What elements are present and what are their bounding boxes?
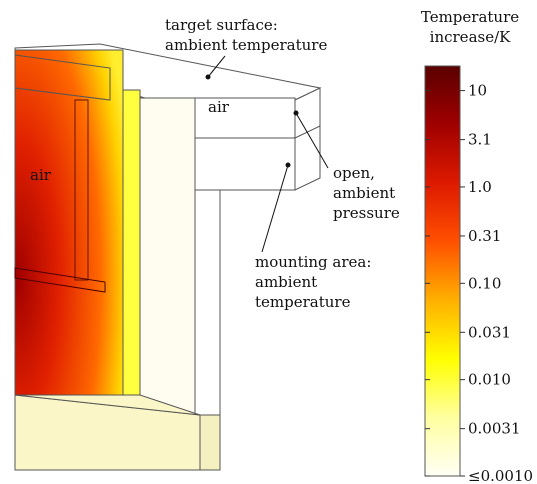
label: ambient: [255, 273, 317, 291]
colorbar-title: Temperature: [421, 8, 519, 26]
label: air: [208, 98, 230, 116]
tick-label: 0.10: [468, 274, 501, 292]
colorbar-title: increase/K: [430, 28, 511, 46]
label: pressure: [333, 204, 400, 222]
leader-dot: [286, 163, 290, 167]
leader-dot: [294, 111, 298, 115]
label: mounting area:: [255, 253, 371, 271]
label: ambient: [333, 184, 395, 202]
mount-column: [195, 190, 220, 415]
slab-side: [295, 88, 320, 190]
label: target surface:: [165, 16, 278, 34]
wall: [140, 98, 195, 415]
tick-label: 1.0: [468, 178, 492, 196]
tick-label: ≤0.0010: [468, 467, 533, 484]
label: air: [30, 166, 52, 184]
figure: target surface: ambient temperature air …: [0, 0, 537, 484]
label: temperature: [255, 293, 351, 311]
label: open,: [333, 164, 375, 182]
colorbar: [425, 66, 460, 476]
base-side: [200, 415, 220, 470]
tick-label: 0.010: [468, 371, 511, 389]
tick-label: 3.1: [468, 131, 492, 149]
tick-label: 10: [468, 82, 487, 100]
label: ambient temperature: [165, 36, 327, 54]
heat-region: [15, 50, 123, 395]
leader-dot: [206, 75, 210, 79]
tick-label: 0.031: [468, 323, 511, 341]
tick-label: 0.0031: [468, 420, 521, 438]
tick-label: 0.31: [468, 227, 501, 245]
